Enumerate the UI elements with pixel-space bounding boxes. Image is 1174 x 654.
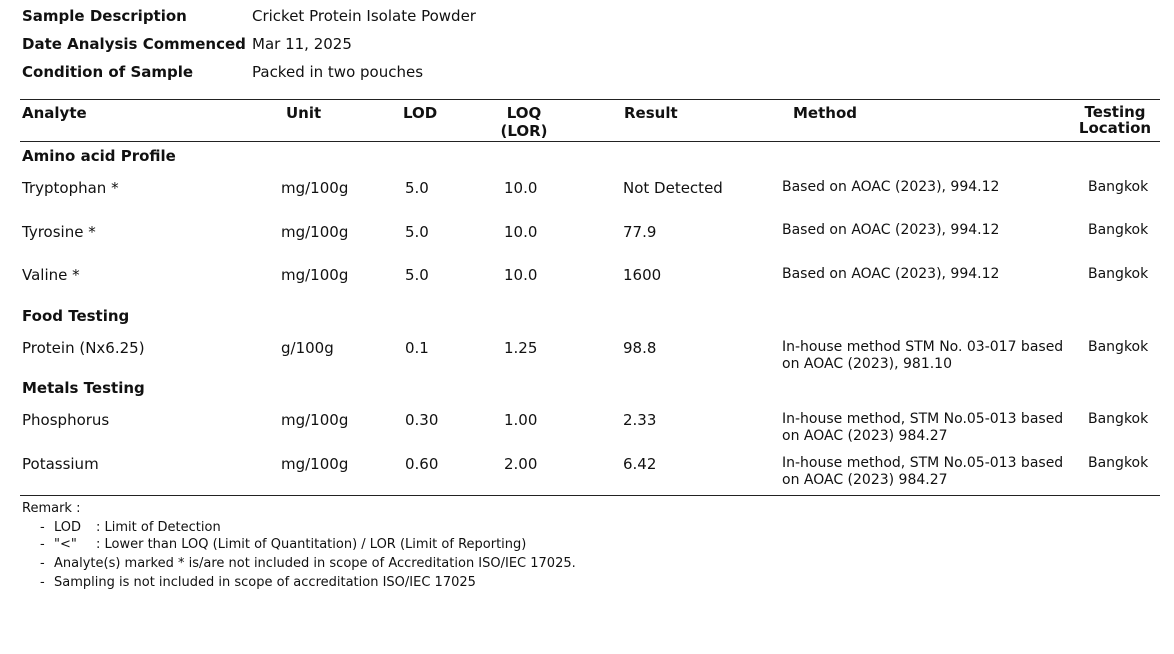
sample-description-value: Cricket Protein Isolate Powder xyxy=(252,7,476,25)
cell-lod: 0.60 xyxy=(405,455,439,473)
cell-unit: mg/100g xyxy=(281,411,349,429)
cell-loq: 10.0 xyxy=(504,223,538,241)
cell-loq: 10.0 xyxy=(504,179,538,197)
remark-title: Remark : xyxy=(22,501,81,516)
header-analyte: Analyte xyxy=(22,104,87,122)
cell-location: Bangkok xyxy=(1088,179,1149,195)
remark-key: LOD xyxy=(54,520,82,535)
cell-unit: mg/100g xyxy=(281,179,349,197)
remark-bullet: - xyxy=(40,556,45,571)
cell-lod: 5.0 xyxy=(405,179,429,197)
cell-result: 77.9 xyxy=(623,223,657,241)
date-commenced-value: Mar 11, 2025 xyxy=(252,35,352,53)
cell-analyte: Phosphorus xyxy=(22,411,110,429)
cell-result: 98.8 xyxy=(623,339,657,357)
header-result: Result xyxy=(624,104,678,122)
sample-description-label: Sample Description xyxy=(22,7,187,25)
cell-location: Bangkok xyxy=(1088,411,1149,427)
cell-lod: 5.0 xyxy=(405,266,429,284)
remark-bullet: - xyxy=(40,537,45,552)
cell-loq: 10.0 xyxy=(504,266,538,284)
remark-text: : Limit of Detection xyxy=(96,520,221,535)
cell-lod: 0.1 xyxy=(405,339,429,357)
cell-method: Based on AOAC (2023), 994.12 xyxy=(782,222,1000,238)
cell-loq: 2.00 xyxy=(504,455,538,473)
header-location-line2: Location xyxy=(1078,119,1152,137)
cell-result: Not Detected xyxy=(623,179,723,197)
cell-loq: 1.25 xyxy=(504,339,538,357)
cell-unit: mg/100g xyxy=(281,223,349,241)
section-title-amino-acid: Amino acid Profile xyxy=(22,147,176,165)
sample-condition-value: Packed in two pouches xyxy=(252,63,424,81)
cell-analyte: Tryptophan * xyxy=(22,179,119,197)
remark-text: Analyte(s) marked * is/are not included … xyxy=(54,556,576,571)
cell-location: Bangkok xyxy=(1088,222,1149,238)
cell-analyte: Protein (Nx6.25) xyxy=(22,339,145,357)
cell-analyte: Valine * xyxy=(22,266,80,284)
remark-text: Sampling is not included in scope of acc… xyxy=(54,575,476,590)
cell-method: Based on AOAC (2023), 994.12 xyxy=(782,179,1000,195)
header-unit: Unit xyxy=(286,104,322,122)
cell-lod: 0.30 xyxy=(405,411,439,429)
header-loq-line1: LOQ xyxy=(506,104,542,122)
cell-result: 1600 xyxy=(623,266,662,284)
section-title-metals-testing: Metals Testing xyxy=(22,379,145,397)
remark-key: "<" xyxy=(54,537,77,552)
cell-method: In-house method, STM No.05-013 based on … xyxy=(782,455,1064,488)
sample-condition-label: Condition of Sample xyxy=(22,63,194,81)
cell-analyte: Potassium xyxy=(22,455,99,473)
remark-bullet: - xyxy=(40,520,45,535)
cell-unit: g/100g xyxy=(281,339,334,357)
table-top-rule xyxy=(20,99,1160,100)
cell-location: Bangkok xyxy=(1088,339,1149,355)
cell-result: 6.42 xyxy=(623,455,657,473)
cell-unit: mg/100g xyxy=(281,455,349,473)
cell-unit: mg/100g xyxy=(281,266,349,284)
remark-bullet: - xyxy=(40,575,45,590)
cell-method: Based on AOAC (2023), 994.12 xyxy=(782,266,1000,282)
cell-location: Bangkok xyxy=(1088,455,1149,471)
header-location-line1: Testing xyxy=(1084,103,1146,121)
section-title-food-testing: Food Testing xyxy=(22,307,130,325)
table-header-rule xyxy=(20,141,1160,142)
cell-location: Bangkok xyxy=(1088,266,1149,282)
date-commenced-label: Date Analysis Commenced xyxy=(22,35,246,53)
remark-text: : Lower than LOQ (Limit of Quantitation)… xyxy=(96,537,527,552)
cell-method: In-house method STM No. 03-017 based on … xyxy=(782,339,1064,372)
header-testing-location: Testing Location xyxy=(1076,104,1154,136)
header-loq-line2: (LOR) xyxy=(500,122,548,140)
header-lod: LOD xyxy=(403,104,438,122)
cell-lod: 5.0 xyxy=(405,223,429,241)
table-bottom-rule xyxy=(20,495,1160,496)
cell-result: 2.33 xyxy=(623,411,657,429)
cell-analyte: Tyrosine * xyxy=(22,223,96,241)
cell-loq: 1.00 xyxy=(504,411,538,429)
header-loq: LOQ (LOR) xyxy=(494,104,554,140)
header-method: Method xyxy=(793,104,857,122)
cell-method: In-house method, STM No.05-013 based on … xyxy=(782,411,1064,444)
